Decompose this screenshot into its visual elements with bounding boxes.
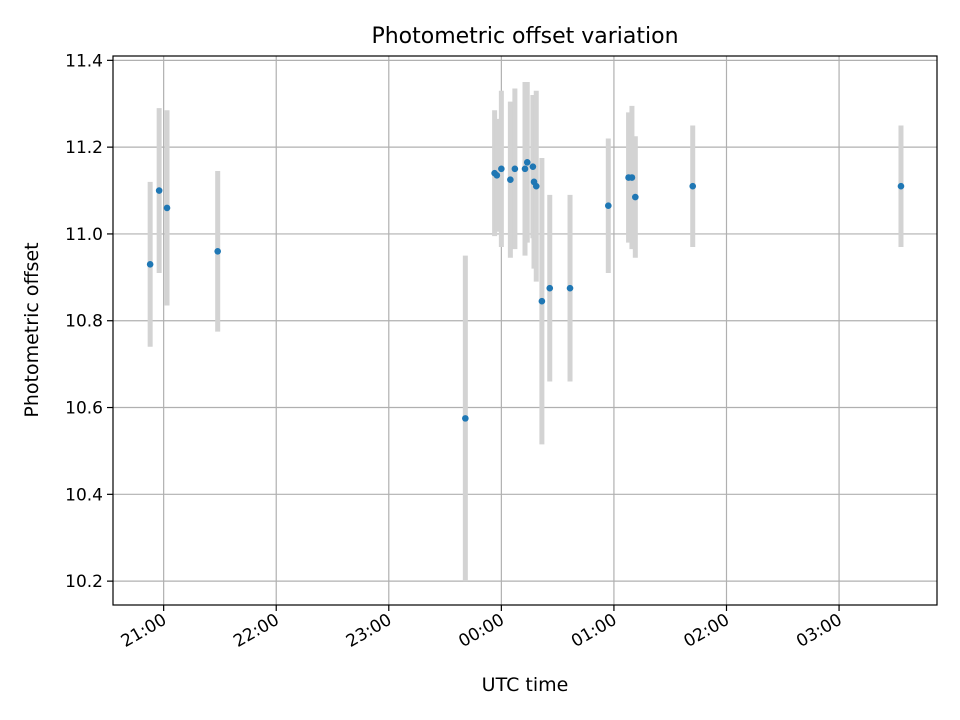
data-point <box>163 204 171 212</box>
y-tick-label: 10.8 <box>65 312 103 332</box>
y-tick-label: 11.0 <box>65 225 103 245</box>
data-point <box>462 415 469 422</box>
y-tick-label: 10.4 <box>65 485 103 505</box>
data-point <box>521 165 529 173</box>
data-point <box>498 165 505 173</box>
data-point <box>155 187 163 194</box>
data-point <box>214 247 221 255</box>
data-point <box>507 176 514 183</box>
data-point <box>605 202 612 210</box>
y-tick-label: 10.2 <box>65 572 103 592</box>
data-point <box>897 182 905 190</box>
data-point <box>511 165 519 173</box>
data-point <box>532 182 540 190</box>
data-point <box>632 193 639 201</box>
y-tick-label: 11.2 <box>65 138 103 158</box>
data-points <box>146 159 905 422</box>
plot-frame <box>112 55 938 606</box>
data-point <box>538 297 546 305</box>
y-axis-label: Photometric offset <box>21 242 43 417</box>
x-axis-label: UTC time <box>482 674 569 696</box>
data-point <box>689 182 697 190</box>
data-point <box>146 261 154 268</box>
data-point <box>493 172 501 179</box>
chart-title: Photometric offset variation <box>371 24 678 49</box>
data-point <box>523 159 531 166</box>
y-tick-label: 11.4 <box>65 51 103 71</box>
data-point <box>628 174 636 181</box>
y-axis-ticks: 10.2 10.4 10.6 10.8 11.0 11.2 11.4 <box>65 51 113 592</box>
data-point <box>566 284 574 292</box>
data-point <box>546 284 554 292</box>
y-tick-label: 10.6 <box>65 399 103 419</box>
data-point <box>529 163 537 170</box>
